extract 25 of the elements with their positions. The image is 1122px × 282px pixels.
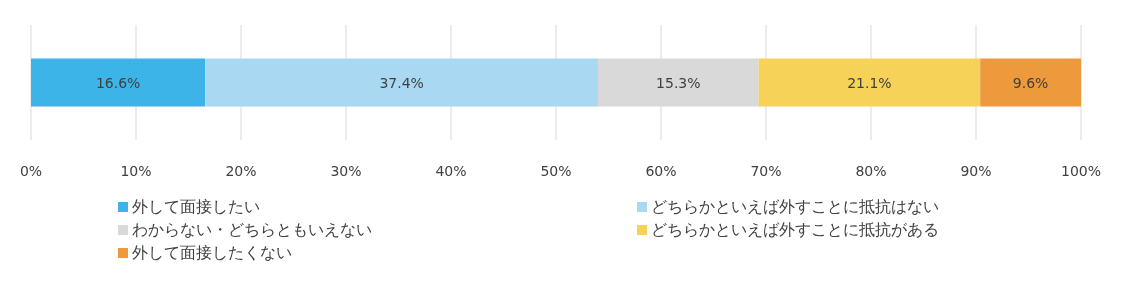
x-tick-label: 30% <box>330 163 362 179</box>
x-tick-label: 20% <box>225 163 257 179</box>
data-label: 9.6% <box>1012 74 1049 91</box>
x-tick-label: 100% <box>1060 163 1102 179</box>
x-tick-label: 90% <box>960 163 992 179</box>
bar <box>31 58 206 107</box>
x-tick-label: 40% <box>435 163 467 179</box>
bar <box>758 58 981 107</box>
x-tick-label: 80% <box>855 163 887 179</box>
data-label: 37.4% <box>379 74 424 91</box>
legend-label: どちらかといえば外すことに抵抗はない <box>651 197 939 216</box>
bar <box>980 58 1081 107</box>
x-tick-label: 50% <box>540 163 572 179</box>
data-label: 16.6% <box>95 74 141 91</box>
legend-label: 外して面接したい <box>132 197 260 216</box>
data-label: 15.3% <box>656 74 701 91</box>
legend-label: どちらかといえば外すことに抵抗がある <box>651 220 939 239</box>
x-tick-label: 60% <box>645 163 677 179</box>
bar <box>205 58 598 107</box>
x-tick-label: 0% <box>19 163 43 179</box>
x-tick-label: 70% <box>750 163 782 179</box>
legend-label: 外して面接したくない <box>132 243 292 262</box>
data-label: 21.1% <box>847 74 892 91</box>
x-tick-label: 10% <box>120 163 152 179</box>
legend-label: わからない・どちらともいえない <box>132 220 372 239</box>
